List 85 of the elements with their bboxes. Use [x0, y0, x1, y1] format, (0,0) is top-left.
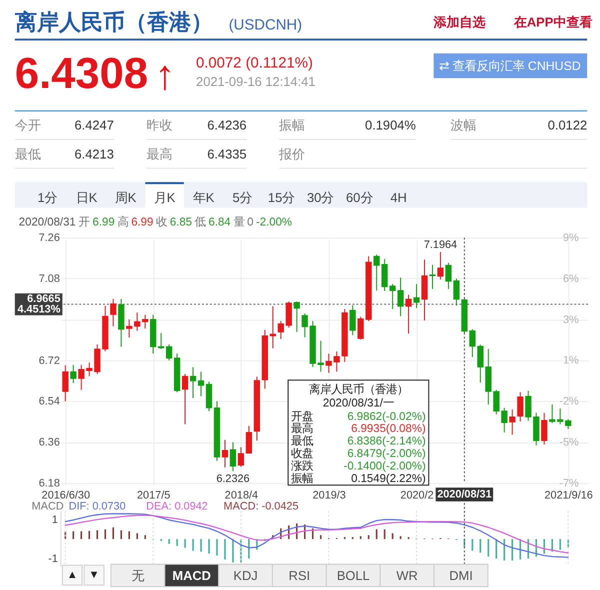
chart-title: 2020/08/31 开 6.99 高 6.99 收 6.85 低 6.84 量 0 -2.00%: [18, 216, 292, 229]
text: 最高: [146, 146, 173, 162]
annotation: 6.2326: [216, 473, 250, 486]
x-tick-label: 2020/2: [400, 489, 434, 502]
text: 2021-09-16 12:14:41: [196, 74, 316, 90]
text: 6.4213: [74, 146, 114, 162]
y2-tick-label: -7%: [559, 478, 580, 490]
text: 4H: [390, 190, 407, 205]
y-tick-label: 6.18: [38, 478, 60, 490]
annotation: 0.1549(2.22%): [351, 473, 426, 486]
text: 无: [131, 568, 144, 584]
y2-tick-label: 3%: [562, 314, 580, 326]
text: 离岸人民币（香港）: [14, 10, 213, 35]
text: 1分: [37, 190, 58, 205]
annotation: 6.9862(-0.02%): [347, 410, 426, 423]
text: 0.0072 (0.1121%): [196, 55, 314, 72]
ref-line-label: 6.9665 4.4513%: [17, 292, 61, 316]
annotation: -0.1400(-2.00%): [344, 460, 426, 473]
text: 月K: [154, 190, 176, 205]
series-label: DEA: 0.0942: [146, 500, 208, 512]
legend-title: MACD: [32, 500, 64, 512]
x-tick-label: 2018/4: [224, 489, 258, 502]
y-tick-label: 1: [52, 514, 58, 526]
y2-tick-label: 1%: [562, 354, 580, 367]
text: RSI: [288, 568, 310, 584]
x-tick-label: 2017/5: [137, 489, 170, 502]
text: 波幅: [450, 118, 476, 133]
series-label: DIF: 0.0730: [68, 500, 126, 512]
text: 报价: [278, 146, 306, 162]
text: MACD: [172, 568, 211, 584]
text: (USDCNH): [228, 18, 302, 34]
text: WR: [396, 568, 418, 584]
text: ▼: [88, 569, 100, 582]
text: 5分: [232, 190, 253, 205]
text: ⇄ 查看反向汇率 CNHUSD: [439, 59, 581, 74]
text: 15分: [268, 190, 296, 205]
text: KDJ: [233, 568, 258, 584]
y2-tick-label: -2%: [559, 396, 580, 408]
annotation: 2020/08/31/一: [322, 397, 394, 410]
text: 最低: [14, 146, 41, 162]
text: 6.4308: [14, 50, 148, 98]
text: 30分: [306, 190, 334, 205]
annotation: 7.1964: [424, 239, 458, 252]
y-tick-label: 7.26: [38, 232, 60, 244]
text: ↑: [154, 51, 176, 98]
text: 日K: [76, 190, 98, 205]
annotation: 6.9935(0.08%): [351, 423, 426, 436]
y-tick-label: -1: [48, 552, 58, 565]
text: 0.1904%: [365, 118, 416, 133]
text: DMI: [449, 568, 473, 584]
y-tick-label: 6.54: [38, 396, 60, 408]
text: 年K: [192, 190, 215, 205]
x-tick-label: 2019/3: [312, 489, 346, 502]
text: 6.4236: [207, 118, 247, 133]
text: 昨收: [146, 118, 173, 133]
annotation: 6.8479(-2.00%): [347, 448, 426, 460]
annotation: 振幅: [291, 473, 314, 486]
text: ▲: [66, 569, 78, 582]
text: 今开: [14, 118, 41, 133]
annotation: 离岸人民币（香港）: [308, 383, 408, 396]
annotation: 6.8386(-2.14%): [347, 436, 426, 448]
annotation: 涨跌: [291, 460, 314, 473]
text: 0.0122: [548, 118, 588, 133]
y2-tick-label: 9%: [562, 232, 580, 244]
x-tick-label: 2021/9/16: [544, 489, 593, 502]
text: BOLL: [336, 568, 370, 584]
y-tick-label: 7.08: [38, 272, 60, 285]
y-tick-label: 6.36: [38, 436, 60, 449]
text: 添加自选: [432, 14, 486, 30]
annotation: 最低: [291, 436, 314, 448]
y2-tick-label: -5%: [559, 436, 580, 449]
y2-tick-label: 6%: [562, 272, 580, 285]
text: 在APP中查看: [512, 14, 592, 30]
y-tick-label: 6.72: [38, 354, 60, 367]
text: 6.4335: [207, 146, 247, 162]
series-label: MACD: -0.0425: [224, 500, 298, 512]
text: 周K: [114, 190, 137, 205]
x-tick-label: 2020/08/31: [437, 488, 492, 500]
x-tick-label: 2016/6/30: [42, 489, 90, 502]
text: 6.4247: [74, 118, 114, 133]
annotation: 最高: [291, 422, 314, 436]
annotation: 收盘: [291, 448, 314, 460]
text: 振幅: [279, 118, 306, 133]
text: 60分: [346, 190, 374, 205]
annotation: 开盘: [291, 410, 314, 423]
